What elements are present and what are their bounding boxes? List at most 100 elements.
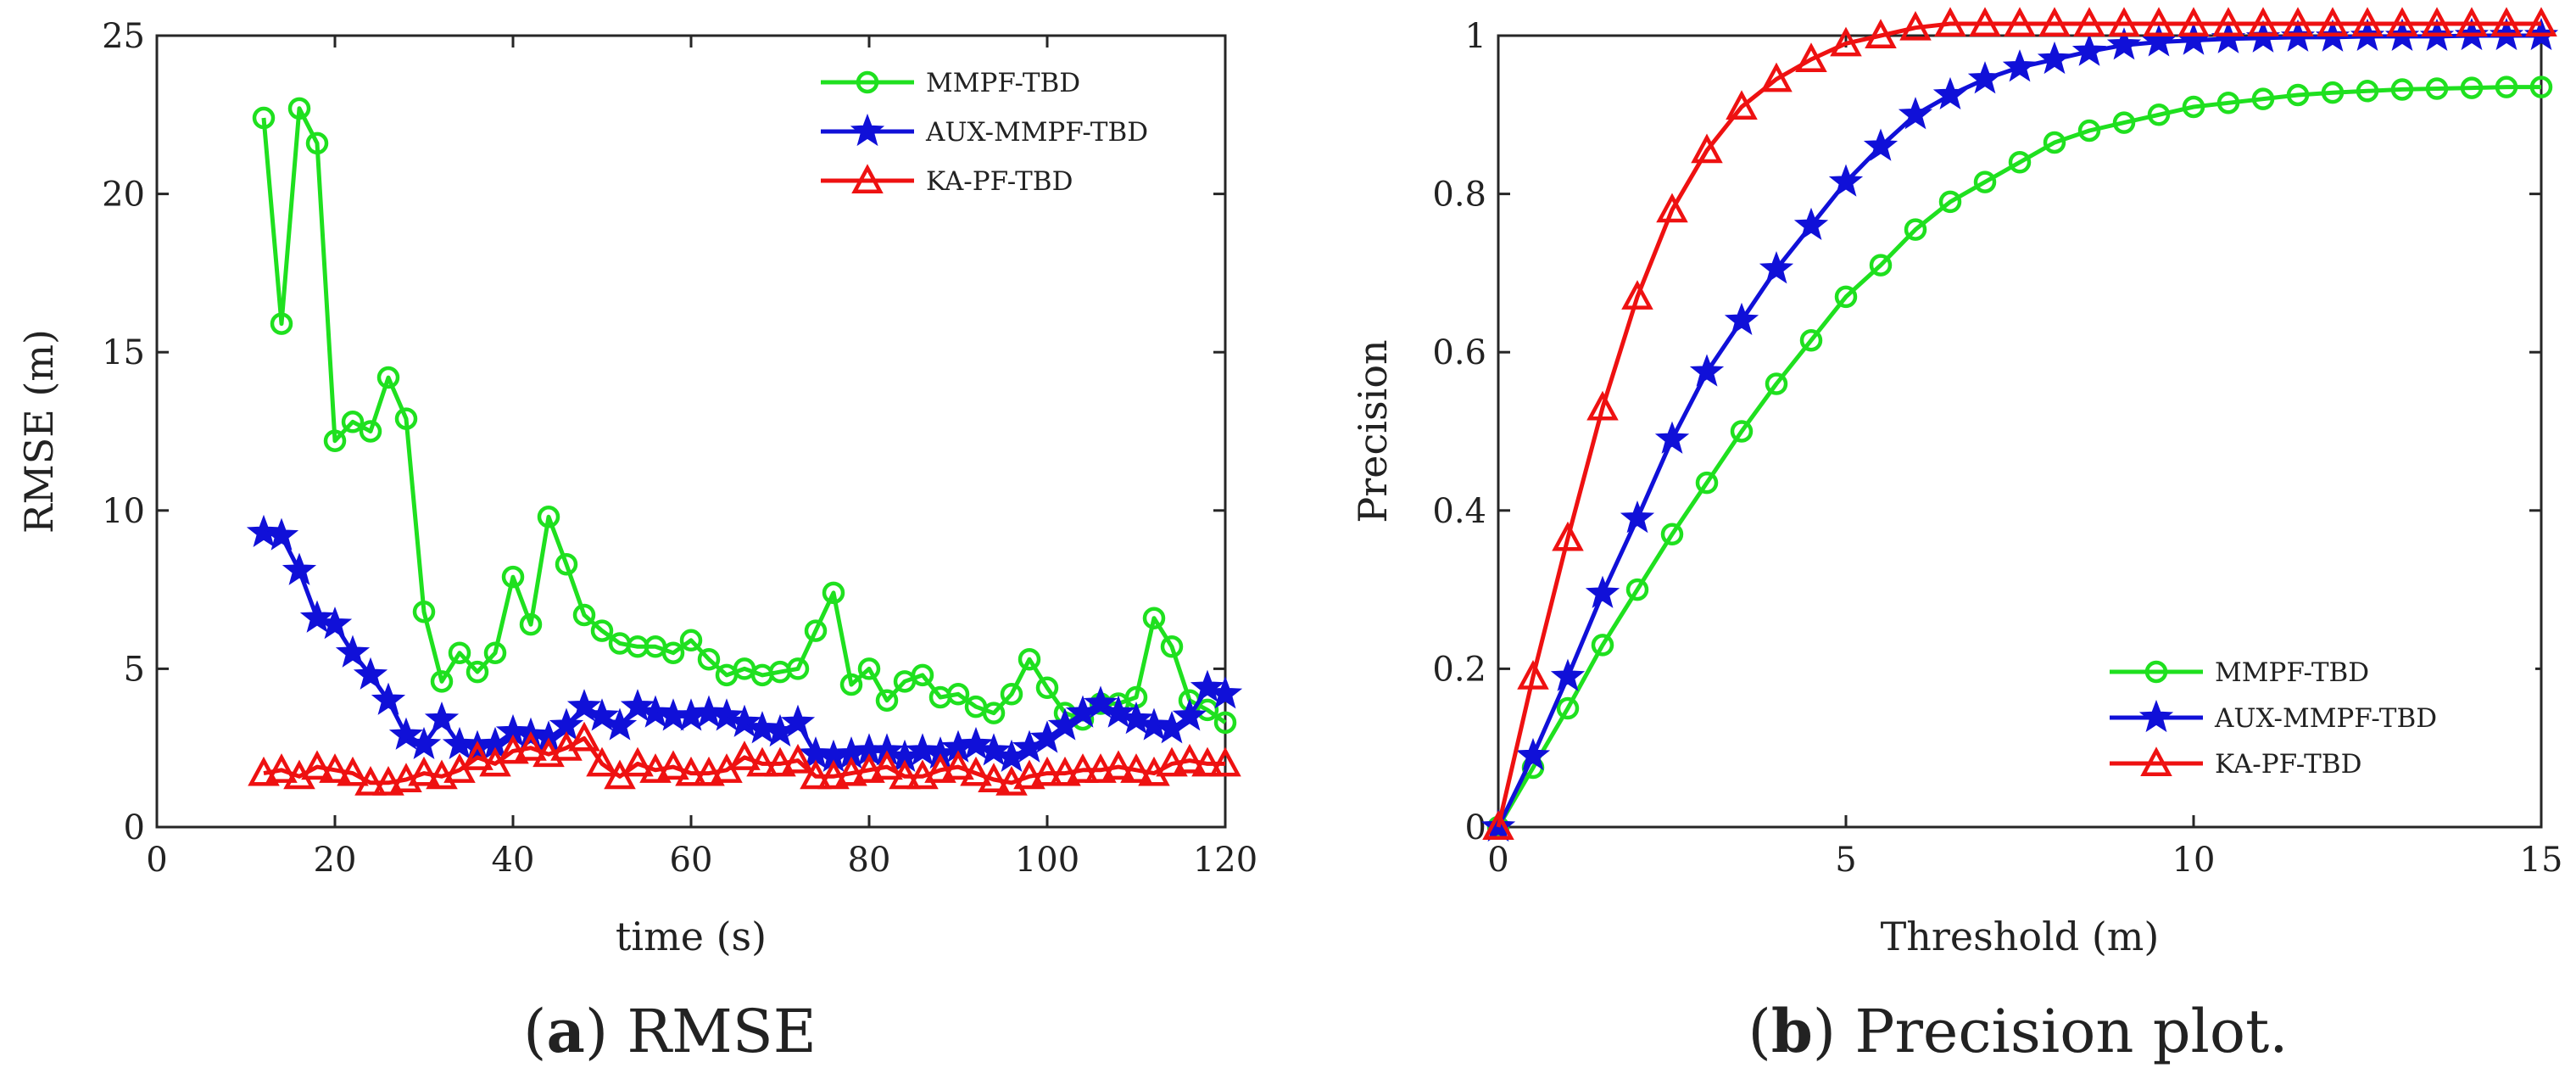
data-point-triangle bbox=[1969, 7, 2001, 37]
data-point-star bbox=[424, 701, 460, 735]
data-point-triangle bbox=[1031, 756, 1063, 786]
data-point-triangle bbox=[2073, 7, 2105, 37]
data-point-triangle bbox=[800, 759, 832, 790]
series-line bbox=[1496, 21, 2541, 828]
data-point-triangle bbox=[1899, 10, 1932, 41]
data-point-star bbox=[1620, 500, 1655, 534]
data-point-star bbox=[1550, 658, 1586, 691]
data-point-star bbox=[638, 695, 673, 728]
data-point-triangle bbox=[1830, 26, 1862, 57]
y-tick-label: 0.2 bbox=[1432, 650, 1486, 689]
data-point-star bbox=[709, 698, 744, 731]
data-point-star bbox=[566, 689, 602, 722]
x-axis-label: Threshold (m) bbox=[1881, 914, 2160, 959]
data-point-circle bbox=[1625, 578, 1649, 601]
y-tick-label: 20 bbox=[102, 176, 145, 215]
y-tick-label: 0 bbox=[124, 808, 145, 847]
series-line bbox=[263, 736, 1225, 785]
data-point-star bbox=[1828, 164, 1864, 197]
data-point-triangle bbox=[1120, 753, 1152, 783]
x-tick-label: 60 bbox=[670, 841, 713, 880]
data-point-circle bbox=[430, 670, 454, 693]
data-point-triangle bbox=[1865, 19, 1897, 48]
data-point-circle bbox=[1660, 523, 1684, 546]
data-point-circle bbox=[359, 420, 382, 443]
data-point-triangle bbox=[1795, 42, 1827, 72]
data-point-star bbox=[1207, 676, 1243, 709]
data-point-circle bbox=[1018, 647, 1041, 671]
data-point-circle bbox=[2112, 111, 2136, 134]
data-point-triangle bbox=[1760, 62, 1793, 92]
panel-a-rmse-chart: 0 20 40 60 80 100 120 0 5 10 15 20 25 time (s) RMSE (m… bbox=[16, 17, 1257, 1066]
data-point-circle bbox=[911, 663, 934, 687]
data-point-circle bbox=[786, 657, 810, 680]
data-point-triangle bbox=[1621, 280, 1653, 310]
legend-marker-triangle bbox=[2140, 746, 2172, 776]
data-point-triangle bbox=[2525, 7, 2557, 37]
legend: MMPF-TBD AUX-MMPF-TBD KA-PF-TBD bbox=[806, 48, 1170, 216]
series-ka-pf-tbd bbox=[248, 721, 1241, 796]
panel-b-precision-chart: 0 5 10 15 0 0.2 0.4 0.6 0.8 1 Threshold (m) Precisi… bbox=[1350, 7, 2562, 1066]
data-point-star bbox=[1172, 698, 1207, 731]
data-point-triangle bbox=[337, 756, 369, 786]
data-point-triangle bbox=[1174, 743, 1206, 774]
data-point-star bbox=[1101, 695, 1136, 728]
data-point-star bbox=[1932, 76, 1968, 110]
data-point-triangle bbox=[515, 730, 547, 761]
data-point-triangle bbox=[728, 741, 761, 770]
data-point-circle bbox=[1799, 328, 1823, 352]
data-point-triangle bbox=[746, 746, 778, 777]
data-point-star bbox=[317, 607, 353, 640]
data-point-star bbox=[1654, 421, 1690, 454]
x-tick-label: 100 bbox=[1015, 841, 1079, 880]
x-tick-label: 0 bbox=[146, 841, 167, 880]
data-point-star bbox=[371, 682, 406, 715]
data-point-circle bbox=[572, 603, 596, 627]
caption-text: ) Precision plot. bbox=[1813, 997, 2289, 1066]
data-point-circle bbox=[252, 106, 276, 130]
data-point-triangle bbox=[871, 750, 903, 780]
data-point-circle bbox=[287, 97, 311, 120]
legend-label: AUX-MMPF-TBD bbox=[2214, 703, 2437, 734]
data-point-triangle bbox=[942, 750, 974, 780]
data-point-star bbox=[584, 698, 620, 731]
data-point-triangle bbox=[2247, 7, 2279, 37]
data-point-circle bbox=[2043, 131, 2066, 154]
data-point-star bbox=[1689, 354, 1725, 387]
data-point-circle bbox=[2425, 77, 2449, 100]
data-point-triangle bbox=[1156, 746, 1188, 777]
data-point-star bbox=[727, 704, 762, 737]
data-point-triangle bbox=[2212, 7, 2244, 37]
data-point-circle bbox=[2147, 103, 2171, 126]
data-point-circle bbox=[376, 366, 400, 389]
x-tick-label: 5 bbox=[1835, 841, 1856, 880]
data-point-triangle bbox=[2490, 7, 2523, 37]
data-point-star bbox=[958, 726, 994, 760]
data-point-circle bbox=[483, 641, 507, 664]
data-point-triangle bbox=[835, 756, 867, 786]
x-tick-label: 80 bbox=[848, 841, 891, 880]
data-point-star bbox=[442, 726, 477, 760]
data-point-triangle bbox=[1209, 746, 1241, 777]
legend: MMPF-TBD AUX-MMPF-TBD KA-PF-TBD bbox=[2094, 638, 2535, 796]
data-point-star bbox=[2071, 33, 2107, 66]
data-point-triangle bbox=[2108, 7, 2140, 37]
data-point-circle bbox=[2529, 75, 2553, 98]
data-point-triangle bbox=[1691, 133, 1723, 164]
y-tick-label: 5 bbox=[124, 650, 145, 689]
data-point-circle bbox=[1000, 683, 1023, 706]
y-axis-label: RMSE (m) bbox=[16, 329, 62, 534]
y-tick-label: 25 bbox=[102, 17, 145, 56]
data-point-circle bbox=[1142, 607, 1166, 629]
data-point-star bbox=[1118, 701, 1154, 735]
data-point-triangle bbox=[657, 750, 689, 780]
series-mmpf-tbd bbox=[1486, 75, 2553, 839]
y-tick-label: 0.8 bbox=[1432, 176, 1486, 215]
data-point-circle bbox=[839, 673, 863, 696]
y-axis-label: Precision bbox=[1350, 339, 1396, 523]
data-point-triangle bbox=[1517, 659, 1549, 690]
data-point-triangle bbox=[960, 756, 992, 786]
data-point-triangle bbox=[924, 753, 956, 783]
data-point-triangle bbox=[1482, 810, 1514, 840]
data-point-star bbox=[1083, 685, 1118, 718]
